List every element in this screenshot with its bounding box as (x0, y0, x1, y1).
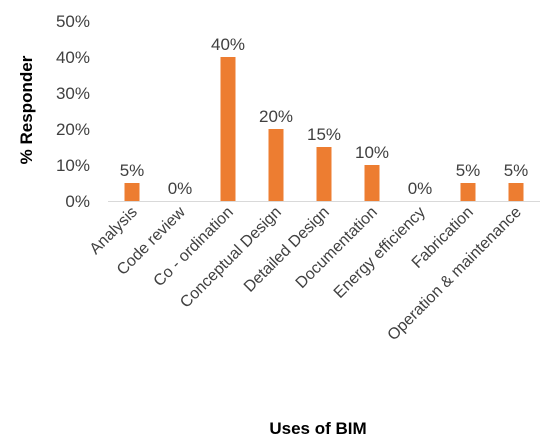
data-label: 5% (120, 161, 145, 180)
data-labels: 5% 0% 40% 20% 15% 10% 0% 5% 5% (120, 35, 529, 198)
y-tick-label: 0% (65, 192, 90, 211)
data-label: 40% (211, 35, 245, 54)
bar (268, 129, 284, 201)
y-axis-title: % Responder (17, 55, 36, 164)
data-label: 0% (168, 179, 193, 198)
y-tick-label: 30% (56, 84, 90, 103)
x-tick-label: Detailed Design (241, 204, 333, 296)
y-axis-ticks: 0% 10% 20% 30% 40% 50% (56, 12, 90, 211)
y-tick-label: 50% (56, 12, 90, 31)
bars (124, 57, 524, 201)
y-tick-label: 20% (56, 120, 90, 139)
data-label: 15% (307, 125, 341, 144)
y-tick-label: 40% (56, 48, 90, 67)
data-label: 5% (456, 161, 481, 180)
bar (364, 165, 380, 201)
data-label: 5% (504, 161, 529, 180)
bar (316, 147, 332, 201)
data-label: 10% (355, 143, 389, 162)
y-tick-label: 10% (56, 156, 90, 175)
bar (460, 183, 476, 201)
x-tick-label: Energy efficiency (331, 204, 429, 302)
bar (508, 183, 524, 201)
data-label: 0% (408, 179, 433, 198)
bar (220, 57, 236, 201)
x-tick-label: Documentation (293, 204, 381, 292)
bar (124, 183, 140, 201)
data-label: 20% (259, 107, 293, 126)
x-axis-title: Uses of BIM (269, 419, 366, 438)
